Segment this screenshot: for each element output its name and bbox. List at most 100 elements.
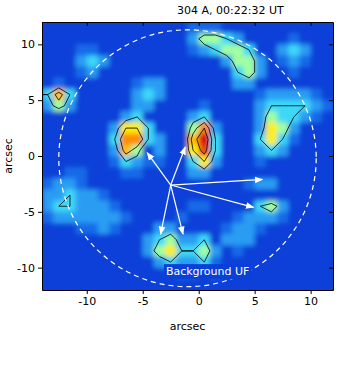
cell (76, 268, 88, 280)
cell (266, 89, 278, 101)
cell (176, 33, 188, 45)
cell (255, 89, 267, 101)
cell (143, 190, 155, 202)
cell (221, 279, 233, 290)
cell (42, 156, 54, 168)
contour (197, 128, 208, 154)
cell (132, 22, 144, 34)
cell (188, 201, 200, 213)
cell (176, 111, 188, 123)
cell (288, 167, 300, 179)
cell (299, 67, 311, 79)
cell (76, 190, 88, 202)
cell (277, 245, 289, 257)
cell (243, 111, 255, 123)
cell (176, 167, 188, 179)
cell (266, 178, 278, 190)
cell (132, 89, 144, 101)
cell (266, 223, 278, 235)
cell (243, 145, 255, 157)
cell (87, 100, 99, 112)
cell (109, 279, 121, 290)
cell (76, 44, 88, 56)
cell (199, 178, 211, 190)
cell (64, 33, 76, 45)
cell (299, 78, 311, 90)
cell (322, 78, 333, 90)
cell (143, 56, 155, 68)
cell (64, 245, 76, 257)
cell (154, 123, 166, 135)
cell (232, 145, 244, 157)
cell (299, 190, 311, 202)
cell (132, 44, 144, 56)
cell (98, 111, 110, 123)
cell (87, 56, 99, 68)
tick (329, 44, 333, 45)
cell (322, 89, 333, 101)
tick: 10 (304, 290, 318, 308)
cell (266, 167, 278, 179)
cell (299, 44, 311, 56)
cell (154, 100, 166, 112)
cell (299, 156, 311, 168)
tick: -10 (17, 262, 42, 275)
y-axis-right (329, 23, 334, 291)
cell (120, 156, 132, 168)
cell (109, 67, 121, 79)
cell (176, 100, 188, 112)
cell (188, 33, 200, 45)
cell (311, 33, 323, 45)
cell (221, 223, 233, 235)
cell (221, 123, 233, 135)
cell (64, 167, 76, 179)
tick-mark (255, 22, 256, 26)
cell (288, 190, 300, 202)
cell (53, 223, 65, 235)
axis-line (43, 290, 334, 291)
cell (288, 156, 300, 168)
cell (42, 245, 54, 257)
cell (76, 111, 88, 123)
cell (154, 167, 166, 179)
cell (255, 22, 267, 34)
contours (42, 35, 305, 262)
cell (243, 134, 255, 146)
tick: 10 (21, 38, 42, 51)
cell (109, 56, 121, 68)
cell (210, 56, 222, 68)
cell (132, 67, 144, 79)
cell (255, 33, 267, 45)
cell (154, 44, 166, 56)
cell (277, 44, 289, 56)
cell (277, 22, 289, 34)
cell (311, 134, 323, 146)
cell (64, 89, 76, 101)
cell (255, 100, 267, 112)
cell (221, 56, 233, 68)
cell (42, 78, 54, 90)
cell (199, 89, 211, 101)
cell (255, 279, 267, 290)
tick-label: 10 (21, 38, 35, 51)
cell (221, 44, 233, 56)
cell (288, 201, 300, 213)
cell (311, 201, 323, 213)
cell (199, 56, 211, 68)
cell (120, 279, 132, 290)
cell (132, 33, 144, 45)
cell (87, 111, 99, 123)
cell (154, 22, 166, 34)
cell (42, 22, 54, 34)
cell (266, 279, 278, 290)
cell (288, 223, 300, 235)
cell (221, 212, 233, 224)
cell (64, 178, 76, 190)
cell (232, 223, 244, 235)
cell (299, 223, 311, 235)
cell (53, 111, 65, 123)
cell (288, 56, 300, 68)
cell (76, 201, 88, 213)
cell (132, 279, 144, 290)
cell (199, 78, 211, 90)
